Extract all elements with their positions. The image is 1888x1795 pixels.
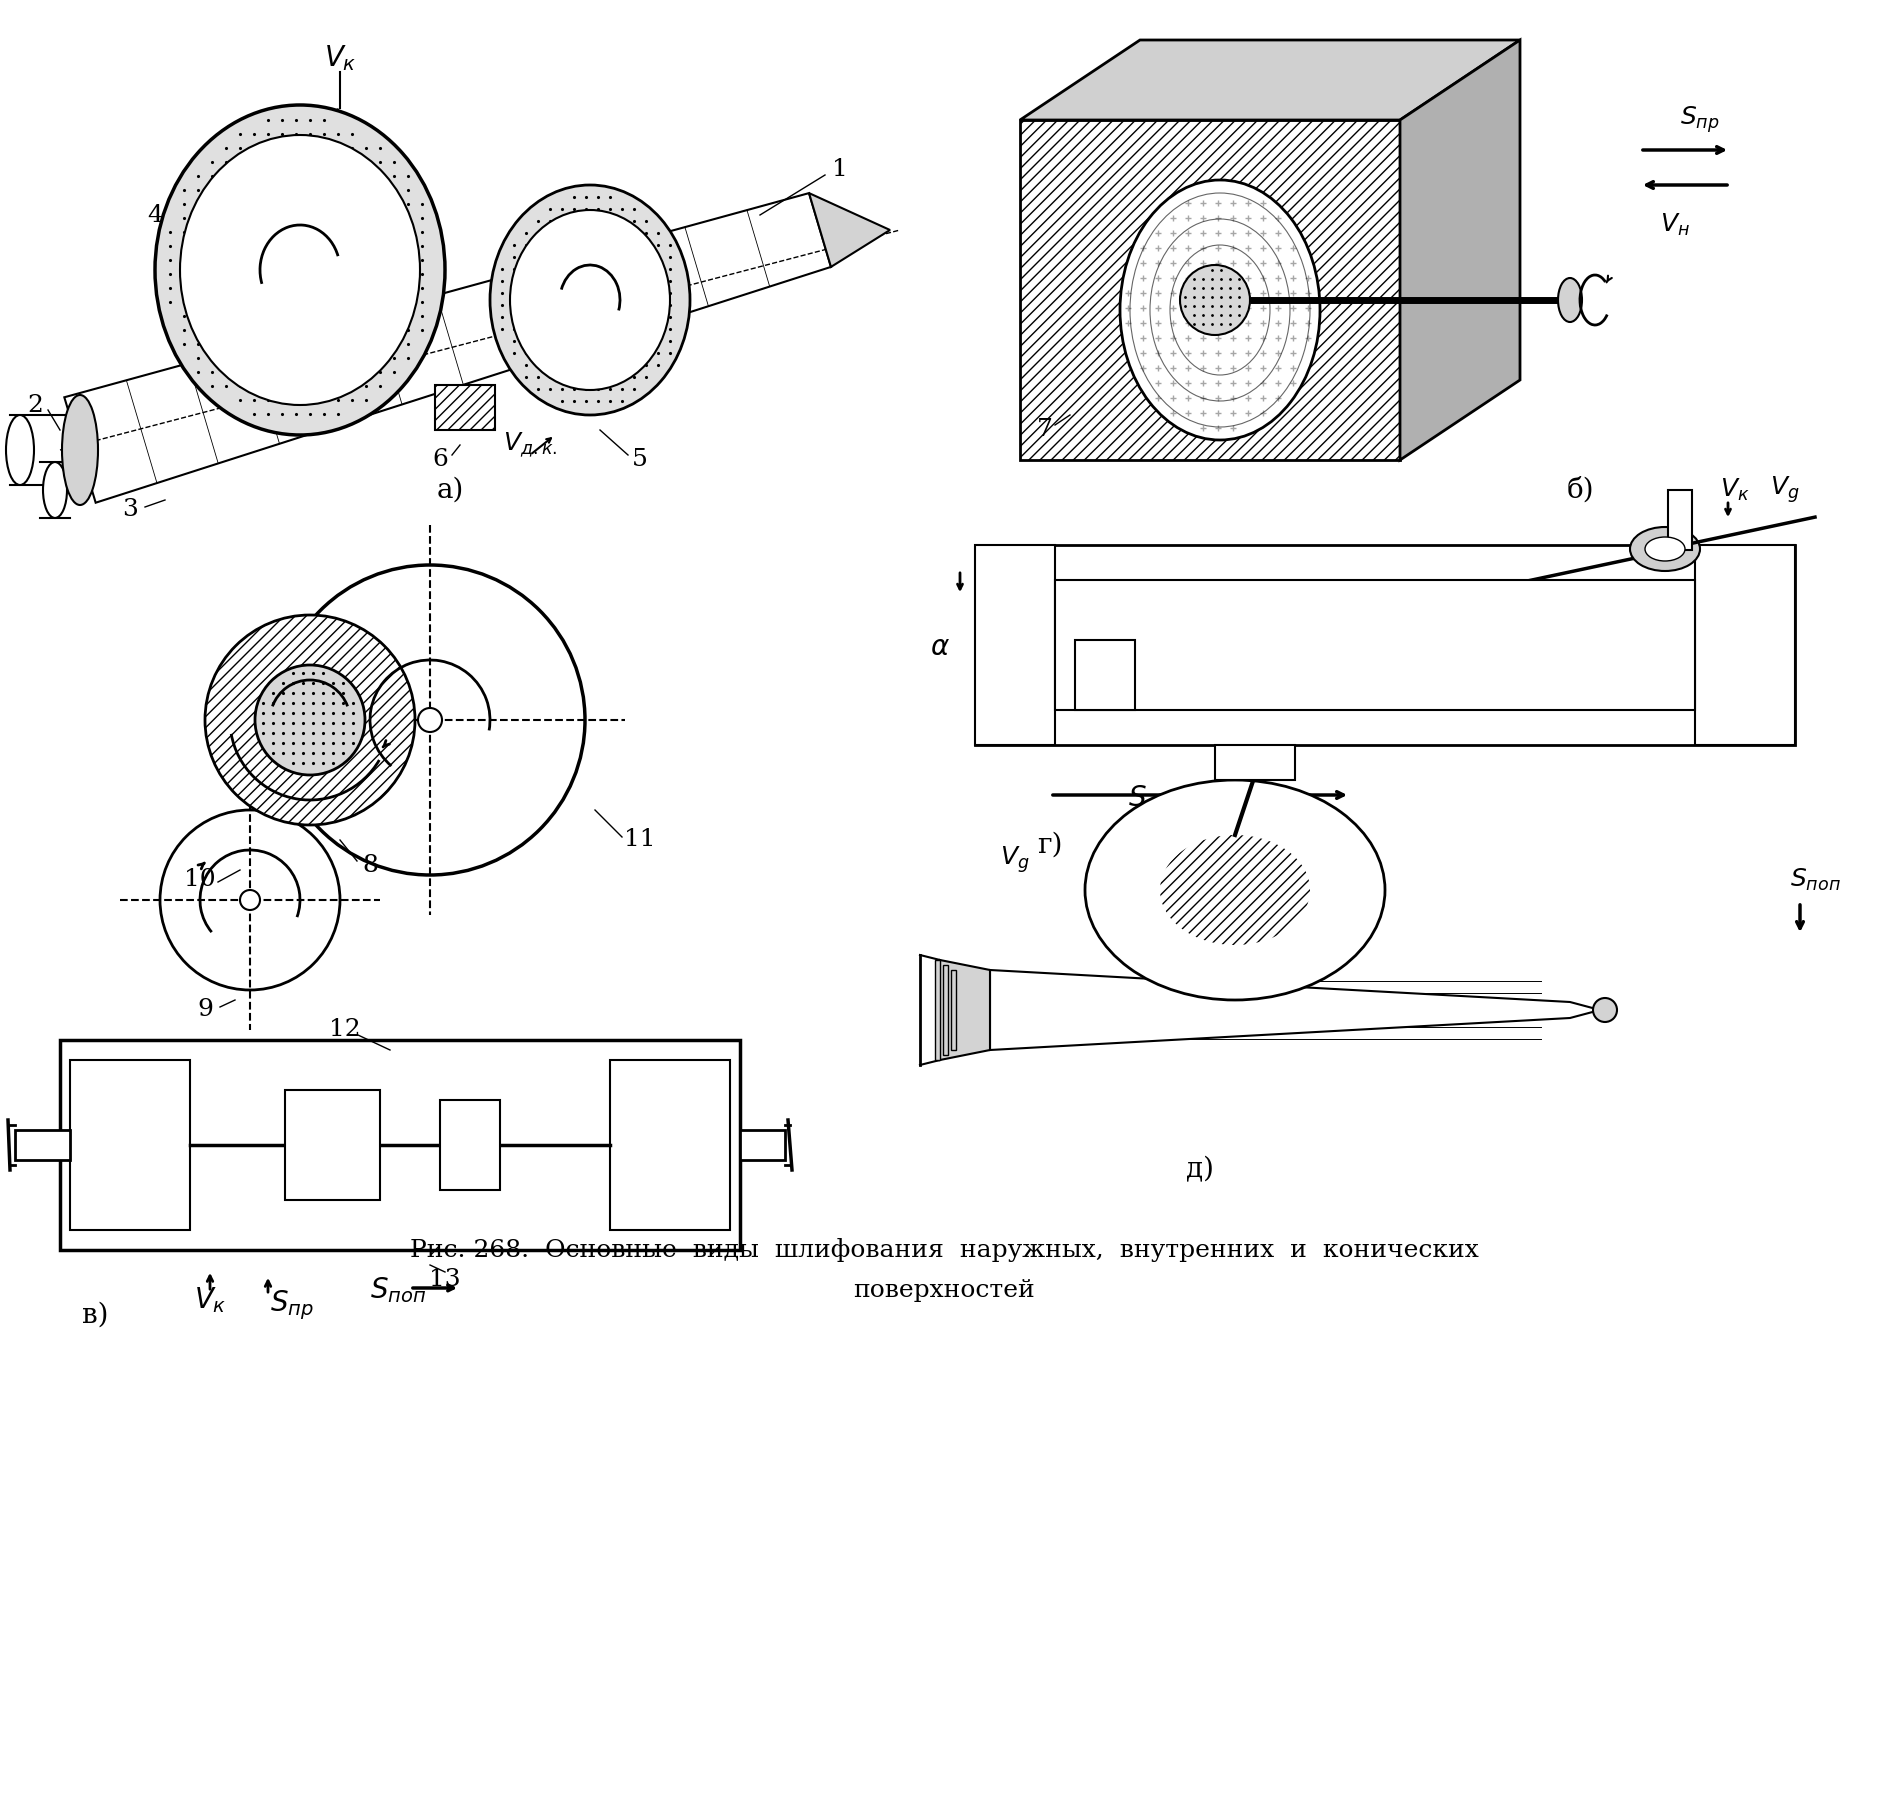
Text: $V_н$: $V_н$	[1660, 212, 1690, 239]
Bar	[610, 1061, 731, 1230]
Bar	[434, 384, 495, 431]
Ellipse shape	[417, 707, 442, 732]
Bar	[1055, 580, 1695, 711]
Bar	[285, 1090, 379, 1201]
Text: а): а)	[436, 476, 464, 504]
Text: 8: 8	[362, 853, 378, 876]
Text: в): в)	[81, 1301, 108, 1328]
Text: 1: 1	[833, 158, 848, 181]
Ellipse shape	[1558, 278, 1582, 321]
Bar	[740, 1131, 785, 1160]
Bar	[942, 966, 948, 1055]
Circle shape	[206, 616, 415, 826]
Circle shape	[276, 565, 585, 874]
Bar	[440, 1100, 500, 1190]
Text: Рис. 268.  Основные  виды  шлифования  наружных,  внутренних  и  конических: Рис. 268. Основные виды шлифования наруж…	[410, 1239, 1478, 1262]
Text: $S_{пр}$: $S_{пр}$	[1680, 104, 1720, 135]
Bar	[952, 969, 955, 1050]
Polygon shape	[989, 969, 1599, 1050]
Text: $S_{пр}$: $S_{пр}$	[1129, 783, 1172, 817]
Bar	[70, 1061, 191, 1230]
Polygon shape	[64, 194, 831, 503]
Text: 6: 6	[432, 449, 447, 472]
Text: $\alpha$: $\alpha$	[931, 634, 950, 661]
Ellipse shape	[1120, 180, 1320, 440]
Bar	[974, 546, 1055, 745]
Ellipse shape	[155, 104, 446, 434]
Polygon shape	[1020, 120, 1401, 460]
Bar	[70, 1061, 191, 1230]
Ellipse shape	[179, 135, 419, 406]
Text: г): г)	[1037, 831, 1063, 858]
Circle shape	[160, 810, 340, 991]
Ellipse shape	[240, 890, 261, 910]
Text: $V_к$: $V_к$	[323, 43, 357, 74]
Ellipse shape	[510, 210, 670, 390]
Text: $V_к$: $V_к$	[1174, 817, 1205, 844]
Bar	[974, 546, 1055, 745]
Text: $S_{поп}$: $S_{поп}$	[370, 1274, 427, 1305]
Bar	[1216, 745, 1295, 781]
Text: 4: 4	[147, 203, 162, 226]
Ellipse shape	[6, 415, 34, 485]
Text: д): д)	[1186, 1156, 1214, 1183]
Text: 11: 11	[625, 829, 655, 851]
Polygon shape	[1020, 39, 1520, 120]
Circle shape	[1180, 266, 1250, 336]
Ellipse shape	[1086, 781, 1386, 1000]
Text: $V_{д.к.}$: $V_{д.к.}$	[502, 431, 557, 460]
Ellipse shape	[1593, 998, 1616, 1021]
Bar	[935, 960, 940, 1061]
Text: $V_g$: $V_g$	[1001, 845, 1029, 876]
Polygon shape	[1401, 39, 1520, 460]
Polygon shape	[940, 960, 989, 1061]
Text: $V_g$: $V_g$	[1771, 474, 1799, 506]
Text: 12: 12	[329, 1018, 361, 1041]
Text: 2: 2	[26, 393, 43, 416]
Bar	[440, 1100, 500, 1190]
Ellipse shape	[1644, 537, 1684, 562]
Bar	[1695, 546, 1795, 745]
Bar	[1667, 490, 1692, 549]
Text: 13: 13	[429, 1269, 461, 1291]
Text: 5: 5	[632, 449, 648, 472]
Bar	[1695, 546, 1795, 745]
Text: 9: 9	[196, 998, 213, 1021]
Bar	[1074, 641, 1135, 711]
Text: $S_{поп}$: $S_{поп}$	[1790, 867, 1841, 894]
Bar	[1667, 490, 1692, 549]
Bar	[60, 1039, 740, 1249]
Bar	[610, 1061, 731, 1230]
Text: 7: 7	[1037, 418, 1054, 442]
Bar	[974, 546, 1795, 745]
Bar	[285, 1090, 379, 1201]
Text: 3: 3	[123, 499, 138, 522]
Text: $S_{пр}$: $S_{пр}$	[1125, 924, 1165, 955]
Ellipse shape	[491, 185, 689, 415]
Bar	[974, 546, 1055, 745]
Ellipse shape	[62, 395, 98, 504]
Text: $S_{пр}$: $S_{пр}$	[270, 1289, 313, 1321]
Bar	[15, 1131, 70, 1160]
Bar	[1074, 641, 1135, 711]
Ellipse shape	[43, 461, 66, 519]
Circle shape	[255, 664, 364, 775]
Text: $V_к$: $V_к$	[1720, 477, 1750, 503]
Text: б): б)	[1567, 476, 1593, 504]
Text: $V_к$: $V_к$	[194, 1285, 227, 1316]
Polygon shape	[810, 194, 889, 267]
Bar	[1216, 745, 1295, 781]
Text: 10: 10	[185, 869, 215, 892]
Text: поверхностей: поверхностей	[853, 1278, 1035, 1301]
Ellipse shape	[1629, 528, 1699, 571]
